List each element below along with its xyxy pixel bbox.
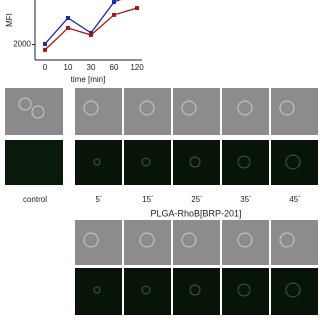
- marker: [43, 47, 47, 52]
- fluorescence-image: [5, 140, 63, 185]
- marker: [43, 41, 47, 46]
- brightfield-image: [124, 88, 171, 135]
- x-axis-label: time [min]: [71, 75, 106, 84]
- x-tick-label: 60: [110, 63, 119, 72]
- cell-signal: [189, 156, 201, 168]
- cell: [83, 100, 99, 116]
- fluorescence-image: [75, 140, 122, 185]
- cell-signal: [93, 286, 101, 294]
- brightfield-image: [271, 88, 318, 135]
- cell-signal: [141, 285, 151, 295]
- control-label: control: [23, 195, 47, 204]
- marker: [66, 16, 70, 20]
- marker: [89, 32, 93, 37]
- y-tick-label: 2000: [13, 40, 31, 49]
- cell: [279, 100, 295, 116]
- marker: [112, 12, 116, 17]
- brightfield-image: [271, 220, 318, 265]
- cell: [237, 232, 253, 248]
- x-tick-label: 120: [130, 63, 144, 72]
- fluorescence-image: [124, 140, 171, 185]
- x-tick-label: 0: [43, 63, 48, 72]
- cell: [181, 100, 197, 116]
- time-label: 25´: [191, 195, 203, 204]
- cell: [31, 105, 45, 119]
- cell: [18, 97, 32, 111]
- cell: [237, 100, 253, 116]
- fluorescence-image: [271, 268, 318, 315]
- time-label: 45´: [289, 195, 301, 204]
- fluorescence-image: [271, 140, 318, 185]
- marker: [135, 6, 139, 11]
- time-label: 35´: [240, 195, 252, 204]
- fluorescence-image: [173, 268, 220, 315]
- cell: [83, 232, 99, 248]
- treatment-label: PLGA-RhoB[BRP-201]: [150, 208, 241, 218]
- fluorescence-image: [173, 140, 220, 185]
- time-label: 15´: [142, 195, 154, 204]
- cell: [181, 232, 197, 248]
- cell: [139, 100, 155, 116]
- brightfield-image: [75, 220, 122, 265]
- cell-signal: [237, 283, 251, 297]
- fluorescence-image: [222, 140, 269, 185]
- brightfield-image: [5, 88, 63, 135]
- brightfield-image: [124, 220, 171, 265]
- cell-signal: [285, 282, 301, 298]
- brightfield-image: [75, 88, 122, 135]
- fluorescence-image: [124, 268, 171, 315]
- marker: [112, 0, 116, 5]
- cell-signal: [141, 157, 151, 167]
- brightfield-image: [173, 88, 220, 135]
- marker: [66, 25, 70, 30]
- brightfield-image: [173, 220, 220, 265]
- marker: [89, 30, 93, 35]
- fluorescence-image: [222, 268, 269, 315]
- brightfield-image: [222, 220, 269, 265]
- time-label: 5´: [95, 195, 102, 204]
- cell-signal: [237, 155, 251, 169]
- fluorescence-image: [75, 268, 122, 315]
- y-axis-label: MFI: [5, 13, 14, 27]
- x-tick-label: 10: [64, 63, 73, 72]
- micrographs: [5, 88, 63, 185]
- cell: [139, 232, 155, 248]
- cell-signal: [285, 154, 301, 170]
- cell: [279, 232, 295, 248]
- x-tick-label: 30: [87, 63, 96, 72]
- brightfield-image: [222, 88, 269, 135]
- cell-signal: [93, 158, 101, 166]
- cell-signal: [189, 284, 201, 296]
